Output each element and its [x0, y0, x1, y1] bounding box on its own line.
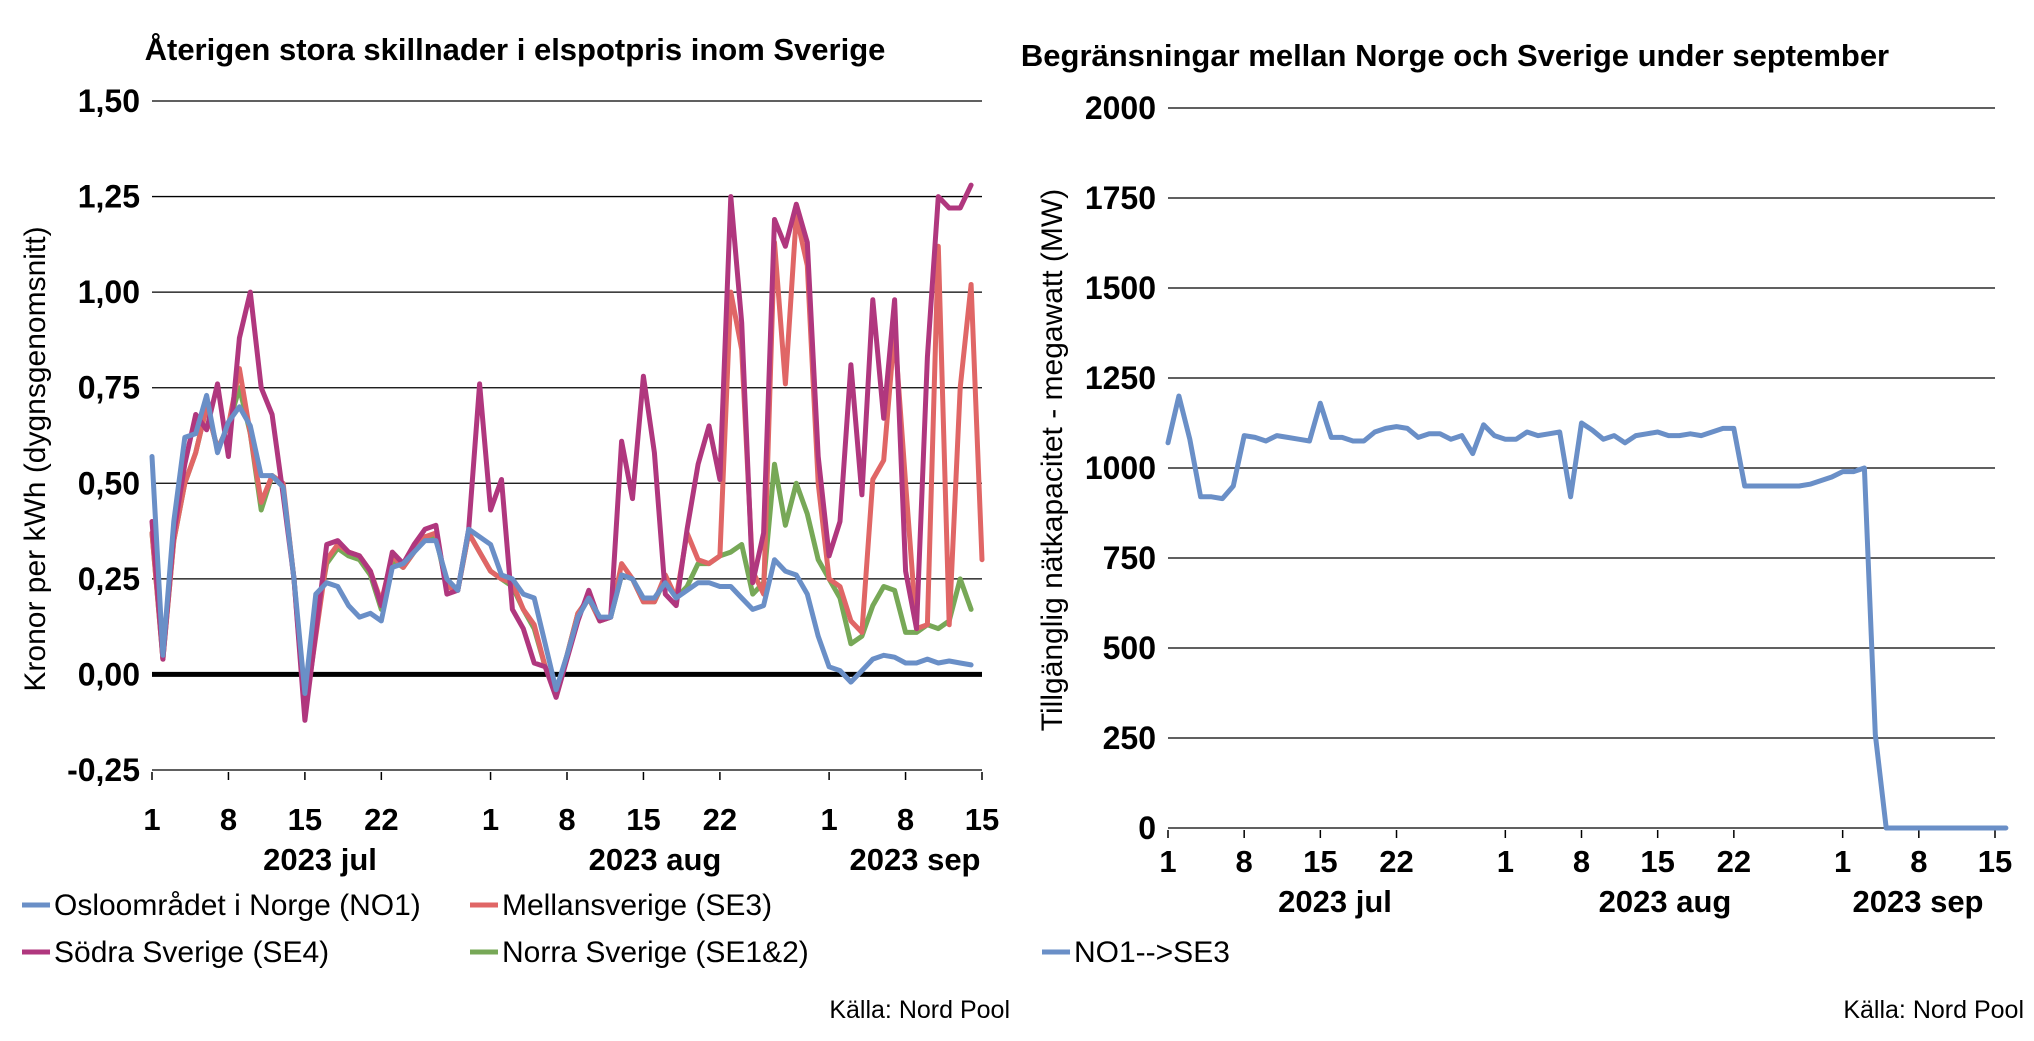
x-tick-label: 1: [482, 802, 499, 837]
legend-label: Mellansverige (SE3): [502, 889, 772, 922]
x-tick-label: 22: [1717, 844, 1751, 879]
series-lines-right: [1165, 393, 2009, 831]
legend-label: NO1-->SE3: [1074, 936, 1230, 969]
y-tick-label: 1,00: [78, 274, 140, 310]
y-tick-label: 0,75: [78, 370, 140, 406]
source-left: Källa: Nord Pool: [829, 996, 1010, 1024]
y-tick-labels-right: 0 250 500 750 1000 1250 1500 1750 2000: [1085, 90, 1156, 846]
series-line-no1: [149, 392, 974, 696]
source-right: Källa: Nord Pool: [1843, 996, 2024, 1024]
month-label: 2023 jul: [263, 842, 377, 877]
y-axis-label-left: Kronor per kWh (dygnsgenomsnitt): [19, 226, 52, 691]
y-tick-label: 250: [1103, 720, 1156, 756]
grid-lines-right: [1168, 107, 1995, 829]
x-tick-label: 1: [820, 802, 837, 837]
chart-electricity-prices: Återigen stora skillnader i elspotpris i…: [19, 32, 1010, 1024]
x-tick-label: 8: [1236, 844, 1253, 879]
x-tick-label: 15: [626, 802, 660, 837]
month-label: 2023 aug: [589, 842, 722, 877]
x-tick-labels-left: 1 8 15 22 1 8 15 22 1 8 15: [143, 772, 999, 837]
y-tick-label: 1000: [1085, 450, 1156, 486]
y-tick-label: 2000: [1085, 90, 1156, 126]
y-tick-label: 1250: [1085, 360, 1156, 396]
chart-network-capacity: Begränsningar mellan Norge och Sverige u…: [1021, 38, 2024, 1024]
x-tick-label: 1: [143, 802, 160, 837]
legend-label: Osloområdet i Norge (NO1): [54, 889, 421, 922]
x-tick-labels-right: 1 8 15 22 1 8 15 22 1 8 15: [1159, 830, 2012, 879]
legend-label: Södra Sverige (SE4): [54, 936, 329, 969]
x-tick-label: 15: [965, 802, 999, 837]
x-tick-label: 15: [288, 802, 322, 837]
y-tick-labels-left: -0,25 0,00 0,25 0,50 0,75 1,00 1,25 1,50: [67, 83, 140, 788]
chart-title-left: Återigen stora skillnader i elspotpris i…: [145, 32, 886, 67]
x-tick-label: 1: [1834, 844, 1851, 879]
y-tick-label: 1750: [1085, 180, 1156, 216]
y-tick-label: -0,25: [67, 752, 140, 788]
y-tick-label: 0,25: [78, 561, 140, 597]
series-line-no1_se3: [1165, 393, 2009, 831]
y-tick-label: 1500: [1085, 270, 1156, 306]
month-label: 2023 sep: [1853, 884, 1984, 919]
x-tick-label: 1: [1159, 844, 1176, 879]
x-tick-label: 1: [1497, 844, 1514, 879]
y-tick-label: 1,50: [78, 83, 140, 119]
chart-title-right: Begränsningar mellan Norge och Sverige u…: [1021, 38, 1889, 73]
x-tick-label: 8: [1573, 844, 1590, 879]
legend-right: NO1-->SE3: [1042, 936, 1230, 969]
y-tick-label: 500: [1103, 630, 1156, 666]
y-tick-label: 0,50: [78, 465, 140, 501]
month-labels-left: 2023 jul 2023 aug 2023 sep: [263, 842, 980, 877]
series-lines-left: [149, 182, 985, 723]
month-label: 2023 sep: [850, 842, 981, 877]
x-tick-label: 8: [1910, 844, 1927, 879]
x-tick-label: 15: [1303, 844, 1337, 879]
y-tick-label: 0: [1138, 810, 1156, 846]
month-labels-right: 2023 jul 2023 aug 2023 sep: [1278, 884, 1983, 919]
x-tick-label: 22: [703, 802, 737, 837]
y-tick-label: 0,00: [78, 656, 140, 692]
x-tick-label: 22: [1379, 844, 1413, 879]
month-label: 2023 aug: [1599, 884, 1732, 919]
y-axis-label-right: Tillgänglig nätkapacitet - megawatt (MW): [1036, 189, 1069, 731]
x-tick-label: 15: [1640, 844, 1674, 879]
legend-label: Norra Sverige (SE1&2): [502, 936, 809, 969]
x-tick-label: 8: [558, 802, 575, 837]
y-tick-label: 750: [1103, 540, 1156, 576]
x-tick-label: 22: [364, 802, 398, 837]
month-label: 2023 jul: [1278, 884, 1392, 919]
x-tick-label: 8: [897, 802, 914, 837]
y-tick-label: 1,25: [78, 179, 140, 215]
x-tick-label: 8: [220, 802, 237, 837]
x-tick-label: 15: [1978, 844, 2012, 879]
legend-left: Osloområdet i Norge (NO1) Mellansverige (…: [22, 889, 809, 969]
